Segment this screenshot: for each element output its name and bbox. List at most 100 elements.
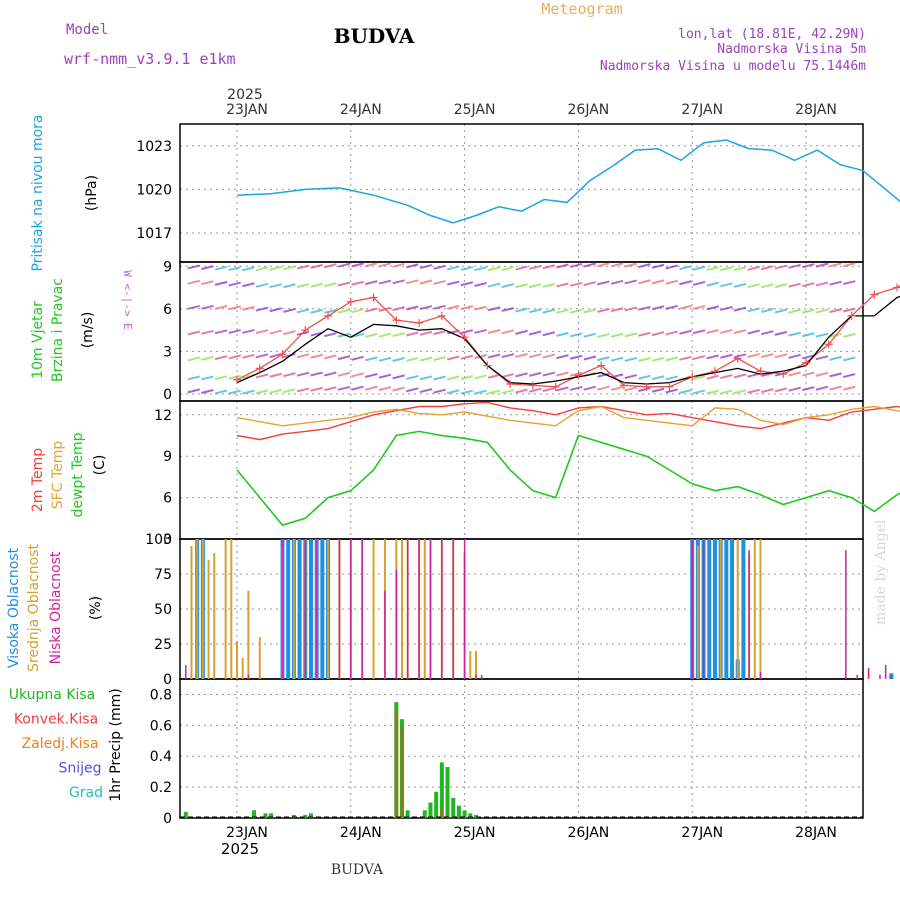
wind-barb <box>733 353 747 359</box>
wind-barb <box>419 356 433 362</box>
wind-barb <box>624 386 637 392</box>
cloud-bar-low <box>247 674 250 679</box>
y-tick-label: 12 <box>154 408 172 424</box>
wind-axis-subtitle: Brzina i Pravac <box>50 278 66 382</box>
cloud-high-title: Visoka Oblacnost <box>6 547 22 668</box>
gust-marker <box>824 340 833 349</box>
wind-barb <box>392 332 405 338</box>
wind-barb <box>419 279 433 285</box>
wind-barb <box>788 263 801 269</box>
wind-barb <box>201 265 214 271</box>
wind-barb <box>187 375 200 381</box>
wind-axis-unit: (m/s) <box>80 312 96 349</box>
cloud-bar-low <box>845 550 847 679</box>
wind-barb <box>815 371 829 377</box>
meteogram-subtitle: Meteogram <box>541 0 622 18</box>
wind-barb <box>651 387 665 393</box>
wind-barb <box>829 308 842 314</box>
wind-barb <box>815 308 829 314</box>
wind-barb <box>542 371 556 377</box>
wind-barb <box>406 356 419 362</box>
wind-barb <box>679 329 692 335</box>
wind-barb <box>501 266 515 271</box>
wind-barb <box>337 262 351 268</box>
wind-barb <box>610 356 624 362</box>
wind-barb <box>720 305 733 311</box>
wind-barb <box>378 373 392 379</box>
wind-barb <box>706 305 719 311</box>
wind-barb <box>829 280 842 286</box>
wind-barb <box>242 389 255 395</box>
wind-barb <box>761 353 774 359</box>
wind-compass: W <-|-> E <box>121 270 134 330</box>
cloud-bar-mid <box>196 539 199 679</box>
wind-barb <box>528 283 542 289</box>
cloud-bar-mid <box>401 539 404 679</box>
wind-barb <box>692 280 706 286</box>
wind-barb <box>542 264 556 270</box>
y-tick-label: 6 <box>163 302 172 318</box>
wind-barb <box>788 386 801 392</box>
model-label: Model <box>66 22 108 38</box>
precip-bar-total <box>462 810 467 818</box>
wind-barb <box>269 283 282 289</box>
wind-barb <box>406 387 419 393</box>
wind-barb <box>720 328 733 334</box>
wind-barb <box>610 332 624 338</box>
wind-barb <box>201 280 214 286</box>
wind-barb <box>624 306 637 312</box>
wind-barb <box>624 332 637 338</box>
wind-barb <box>310 263 323 269</box>
wind-barb <box>255 373 269 379</box>
wind-barb <box>460 281 474 287</box>
cloud-bar-mid <box>719 539 722 679</box>
cloud-mid-title: Srednja Oblacnost <box>26 544 42 672</box>
wind-barb <box>474 328 487 334</box>
wind-barb <box>187 356 200 362</box>
wind-barb <box>788 371 801 377</box>
wind-barb <box>788 308 801 314</box>
wind-barb <box>829 262 842 268</box>
gust-marker <box>870 290 879 299</box>
wind-barb <box>597 385 610 391</box>
wind-barb <box>433 375 446 381</box>
wind-barb <box>487 373 501 379</box>
precip-legend-item: Ukupna Kisa <box>9 687 96 703</box>
wind-gust-line <box>236 284 900 388</box>
wind-barb <box>569 371 583 377</box>
wind-barb <box>392 386 405 392</box>
wind-barb <box>761 265 774 271</box>
wind-barb <box>392 357 405 362</box>
cloud-bar-low <box>748 550 750 679</box>
gust-marker <box>779 370 788 379</box>
wind-barb <box>433 279 446 285</box>
cloud-bar-mid <box>241 658 244 679</box>
gust-marker <box>278 350 287 359</box>
cloud-bar-low <box>691 539 693 679</box>
precip-legend-item: Zaledj.Kisa <box>22 736 99 752</box>
wind-barb <box>692 355 706 361</box>
cloud-bar-mid <box>736 539 739 679</box>
wind-barb <box>501 329 515 335</box>
wind-barb <box>487 266 501 272</box>
wind-barb <box>802 263 815 269</box>
precip-bar-total <box>263 813 268 818</box>
wind-barb <box>351 308 364 314</box>
cloud-bar-high <box>308 539 313 679</box>
wind-barb <box>201 375 214 381</box>
bottom-date-tick: 28JAN <box>795 825 837 841</box>
wind-barb <box>542 353 556 359</box>
wind-barb <box>665 388 678 394</box>
wind-barb <box>802 371 815 377</box>
wind-barb <box>569 262 583 268</box>
wind-barb <box>802 354 815 360</box>
wind-barb <box>679 389 692 394</box>
wind-barb <box>378 356 392 362</box>
wind-barb <box>406 263 419 269</box>
wind-barb <box>569 332 583 338</box>
wind-barb <box>665 279 678 285</box>
wind-barb <box>597 307 610 313</box>
wind-barb <box>187 304 200 310</box>
wind-barb <box>324 386 337 392</box>
wind-barb <box>460 375 474 380</box>
